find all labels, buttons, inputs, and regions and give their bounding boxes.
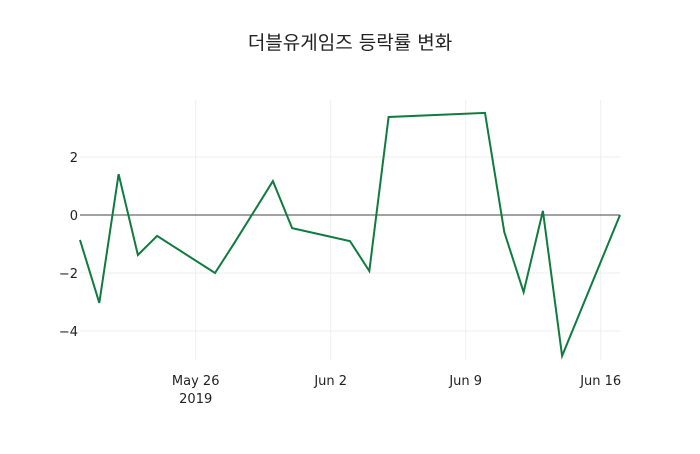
y-axis: 2 0 −2 −4 bbox=[59, 151, 78, 340]
y-tick-label: 0 bbox=[70, 209, 78, 224]
y-tick-label: 2 bbox=[70, 151, 78, 166]
x-tick-label: May 26 bbox=[172, 374, 220, 389]
x-tick-label: Jun 9 bbox=[448, 374, 482, 389]
y-tick-label: −4 bbox=[59, 325, 78, 340]
x-tick-sublabel: 2019 bbox=[179, 392, 212, 407]
chart-title: 더블유게임즈 등락률 변화 bbox=[247, 32, 453, 54]
y-tick-label: −2 bbox=[59, 267, 78, 282]
series-line bbox=[79, 111, 621, 360]
x-tick-label: Jun 16 bbox=[579, 374, 621, 389]
x-axis: May 26 2019 Jun 2 Jun 9 Jun 16 bbox=[172, 374, 621, 407]
gridlines bbox=[80, 100, 620, 360]
x-tick-label: Jun 2 bbox=[313, 374, 347, 389]
